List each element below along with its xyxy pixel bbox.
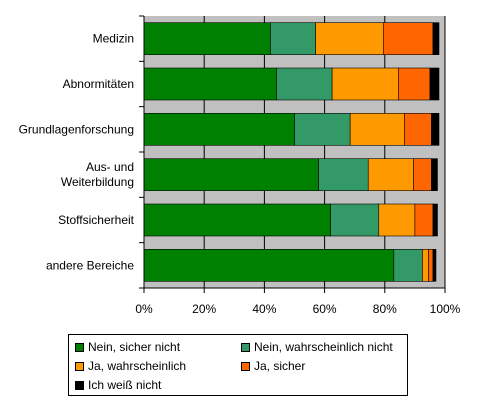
bar-segment-3-2: [367, 158, 414, 191]
legend-swatch: [241, 361, 250, 371]
legend-item: Ich weiß nicht: [75, 378, 161, 392]
bar-segment-2-3: [404, 113, 432, 146]
category-label: Abnormitäten: [63, 77, 134, 91]
bar-segment-0-3: [382, 22, 434, 55]
legend-item: Nein, wahrscheinlich nicht: [241, 340, 393, 354]
bar-segment-2-4: [431, 113, 440, 146]
bar-segment-1-0: [143, 67, 277, 101]
legend-label: Nein, sicher nicht: [88, 340, 181, 354]
legend-swatch: [75, 361, 84, 371]
bars: [143, 22, 440, 282]
legend-swatch: [75, 380, 84, 390]
bar-segment-2-2: [349, 113, 405, 146]
legend: Nein, sicher nicht Nein, wahrscheinlich n…: [68, 334, 408, 396]
bar-segment-4-3: [414, 203, 434, 237]
bar-segment-2-1: [294, 113, 351, 146]
plot-area: [144, 16, 445, 288]
bar-segment-1-4: [429, 67, 440, 101]
legend-item: Nein, sicher nicht: [75, 340, 180, 354]
bar-segment-3-3: [413, 158, 432, 191]
category-label: Weiterbildung: [61, 175, 134, 189]
x-tick-label: 60%: [313, 302, 337, 316]
bar-segment-1-2: [331, 67, 399, 101]
category-labels: Medizin Abnormitäten Grundlagenforschung Au…: [19, 32, 135, 273]
bar-segment-4-4: [432, 203, 438, 237]
x-tick-label: 100%: [430, 302, 461, 316]
x-tick-label: 40%: [252, 302, 276, 316]
legend-label: Ich weiß nicht: [88, 378, 162, 392]
bar-segment-0-0: [143, 22, 271, 55]
x-tick-label: 0%: [135, 302, 153, 316]
bar-segment-4-1: [330, 203, 380, 237]
gridlines: [203, 16, 446, 288]
bar-segment-2-0: [143, 113, 295, 146]
axes: [139, 15, 446, 293]
bar-segment-1-1: [276, 67, 333, 101]
bar-segment-4-0: [143, 203, 331, 237]
legend-label: Ja, wahrscheinlich: [88, 359, 187, 373]
bar-segment-4-2: [378, 203, 416, 237]
bar-segment-5-4: [432, 249, 437, 282]
x-tick-label: 80%: [373, 302, 397, 316]
legend-item: Ja, sicher: [241, 359, 305, 373]
bar-segment-5-2: [422, 249, 429, 282]
category-label: Grundlagenforschung: [19, 122, 134, 136]
bar-segment-0-4: [432, 22, 440, 55]
bar-segment-5-1: [393, 249, 423, 282]
bar-segment-0-1: [270, 22, 316, 55]
category-label: Stoffsicherheit: [58, 213, 134, 227]
bar-segment-3-4: [431, 158, 438, 191]
category-label: andere Bereiche: [46, 258, 134, 272]
category-label: Aus- und: [86, 160, 134, 174]
legend-swatch: [241, 342, 250, 352]
bar-segment-3-1: [318, 158, 369, 191]
category-label: Medizin: [93, 32, 134, 46]
bar-segment-1-3: [398, 67, 431, 101]
bar-segment-3-0: [143, 158, 319, 191]
x-tick-labels: 0% 20% 40% 60% 80% 100%: [135, 302, 460, 316]
bar-segment-5-0: [143, 249, 395, 282]
legend-swatch: [75, 342, 84, 352]
legend-label: Ja, sicher: [254, 359, 306, 373]
bar-segment-0-2: [315, 22, 384, 55]
legend-label: Nein, wahrscheinlich nicht: [254, 340, 393, 354]
x-tick-label: 20%: [192, 302, 216, 316]
legend-item: Ja, wahrscheinlich: [75, 359, 186, 373]
bar-segment-5-3: [428, 249, 434, 282]
